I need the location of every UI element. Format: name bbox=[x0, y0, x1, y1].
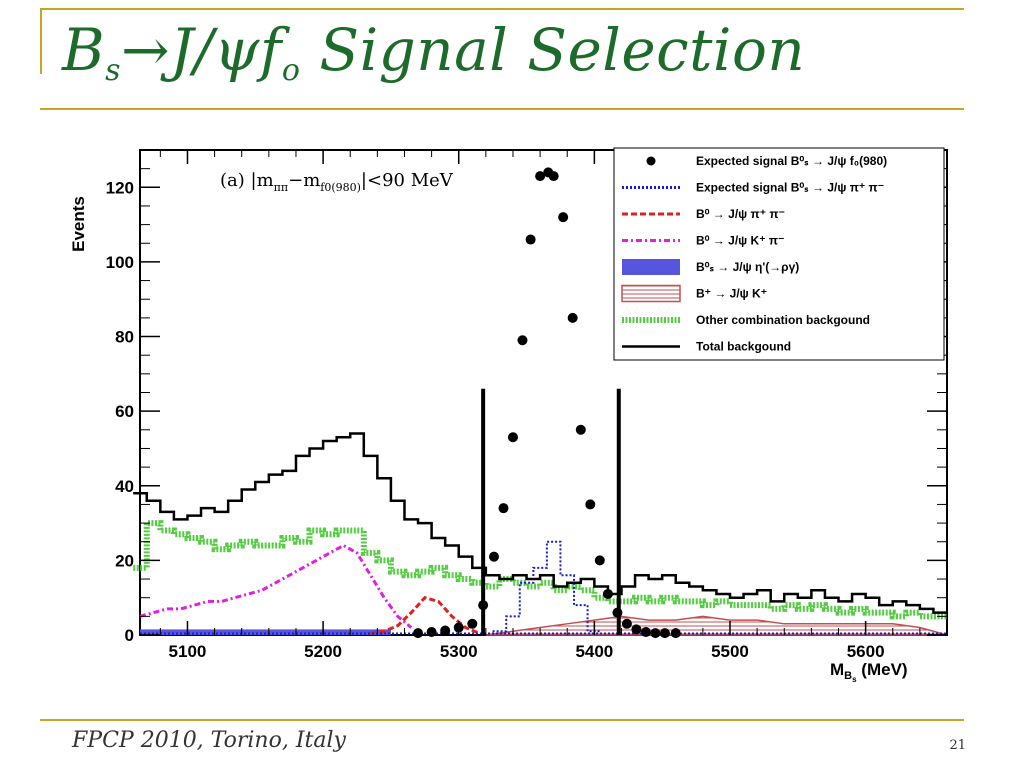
signal-point bbox=[507, 432, 518, 443]
signal-point bbox=[585, 499, 596, 510]
x-axis-label: MBs (MeV) bbox=[830, 660, 908, 684]
signal-point bbox=[440, 625, 451, 636]
x-tick-label: 5500 bbox=[711, 642, 749, 661]
y-tick-label: 80 bbox=[115, 328, 134, 347]
series-bs-pipi-signal bbox=[492, 540, 602, 633]
x-tick-label: 5300 bbox=[440, 642, 478, 661]
footer-conference: FPCP 2010, Torino, Italy bbox=[72, 728, 346, 753]
histogram-chart: 5100 5200 5300 5400 5500 5600020406080100120 … bbox=[69, 147, 948, 684]
chart-marks bbox=[133, 167, 948, 639]
legend-swatch-dot bbox=[646, 156, 656, 166]
title-rule-bottom bbox=[40, 108, 964, 110]
legend-item: Total backgound bbox=[622, 340, 791, 354]
signal-point bbox=[517, 335, 528, 346]
x-label-main: M bbox=[830, 660, 844, 679]
signal-point bbox=[488, 551, 499, 562]
y-tick-label: 60 bbox=[115, 402, 134, 421]
title-b: B bbox=[62, 16, 106, 84]
title-sub-s: s bbox=[105, 53, 122, 88]
series-b0-kpi bbox=[139, 543, 413, 629]
legend-item: B⁰ → J/ψ π⁺ π⁻ bbox=[622, 207, 785, 221]
x-tick-label: 5100 bbox=[169, 642, 207, 661]
signal-point bbox=[467, 618, 478, 629]
legend-label: Expected signal B⁰ₛ → J/ψ f₀(980) bbox=[696, 154, 887, 168]
y-tick-label: 120 bbox=[106, 178, 134, 197]
signal-point bbox=[659, 628, 670, 639]
legend-item: B⁰ → J/ψ K⁺ π⁻ bbox=[622, 234, 784, 248]
signal-point bbox=[498, 503, 509, 514]
x-tick-label: 5400 bbox=[575, 642, 613, 661]
legend-label: B⁰ → J/ψ K⁺ π⁻ bbox=[696, 234, 784, 248]
slide-title: Bs→J/ψfo Signal Selection bbox=[62, 16, 805, 88]
series-other-combination bbox=[133, 520, 947, 620]
x-label-sub: B bbox=[844, 670, 852, 682]
signal-point bbox=[631, 624, 642, 635]
legend-items: Expected signal B⁰ₛ → J/ψ f₀(980) Expecte… bbox=[621, 154, 887, 354]
y-tick-label: 100 bbox=[106, 253, 134, 272]
page-number: 21 bbox=[949, 738, 966, 753]
signal-point bbox=[548, 171, 559, 182]
series-total-background bbox=[133, 432, 947, 614]
series-bs-etaprime bbox=[140, 629, 391, 635]
y-tick-label: 20 bbox=[115, 551, 134, 570]
legend-swatch-brown-hatch bbox=[621, 284, 681, 303]
y-tick-label: 0 bbox=[125, 626, 134, 645]
y-axis-label: Events bbox=[69, 196, 88, 252]
signal-point bbox=[535, 171, 546, 182]
footer-rule bbox=[40, 719, 964, 721]
legend-label: B⁺ → J/ψ K⁺ bbox=[696, 287, 767, 301]
annotation-mid: −m bbox=[288, 170, 320, 191]
annotation-sub1: ππ bbox=[274, 181, 288, 194]
legend-item: Expected signal B⁰ₛ → J/ψ f₀(980) bbox=[646, 154, 887, 168]
signal-point bbox=[525, 234, 536, 245]
signal-point bbox=[567, 312, 578, 323]
legend-label: Other combination backgound bbox=[696, 313, 870, 327]
signal-point bbox=[612, 607, 623, 618]
cut-annotation: (a) |mππ−mf0(980)|<90 MeV bbox=[220, 170, 454, 194]
legend: Expected signal B⁰ₛ → J/ψ f₀(980) Expecte… bbox=[613, 147, 945, 361]
annotation-a: (a) |m bbox=[220, 170, 274, 191]
x-tick-label: 5600 bbox=[847, 642, 885, 661]
legend-label: B⁰ₛ → J/ψ η'(→ργ) bbox=[696, 260, 799, 274]
x-tick-label: 5200 bbox=[304, 642, 342, 661]
legend-item: B⁺ → J/ψ K⁺ bbox=[621, 284, 767, 303]
signal-point bbox=[650, 628, 661, 639]
legend-label: Expected signal B⁰ₛ → J/ψ π⁺ π⁻ bbox=[696, 181, 884, 195]
signal-point bbox=[478, 600, 489, 611]
title-rule-top bbox=[40, 8, 964, 10]
signal-point bbox=[413, 628, 424, 639]
x-label-subsub: s bbox=[852, 675, 857, 684]
signal-point bbox=[602, 588, 613, 599]
x-label-unit: (MeV) bbox=[857, 660, 908, 679]
signal-point bbox=[594, 555, 605, 566]
legend-item: Expected signal B⁰ₛ → J/ψ π⁺ π⁻ bbox=[622, 181, 884, 195]
signal-point bbox=[621, 618, 632, 629]
title-rest: Signal Selection bbox=[300, 16, 806, 84]
legend-item: Other combination backgound bbox=[622, 313, 870, 327]
title-accent-bar bbox=[40, 8, 42, 74]
chart-axes: 5100 5200 5300 5400 5500 5600 0 20 40 60 80 100 120 bbox=[106, 149, 948, 661]
signal-point bbox=[640, 627, 651, 638]
legend-item: B⁰ₛ → J/ψ η'(→ργ) bbox=[622, 259, 799, 275]
annotation-sub2: f0(980) bbox=[320, 181, 361, 194]
signal-point bbox=[558, 212, 569, 223]
title-sub-o: o bbox=[281, 53, 301, 88]
y-tick-label: 40 bbox=[115, 477, 134, 496]
series-bplus-jpsik bbox=[485, 615, 948, 636]
annotation-end: |<90 MeV bbox=[361, 170, 454, 191]
legend-label: Total backgound bbox=[696, 340, 791, 354]
signal-point bbox=[575, 424, 586, 435]
legend-swatch-blue-fill bbox=[622, 259, 680, 275]
legend-box bbox=[613, 147, 945, 361]
title-arrow: →J/ψf bbox=[121, 16, 282, 84]
legend-label: B⁰ → J/ψ π⁺ π⁻ bbox=[696, 207, 785, 221]
